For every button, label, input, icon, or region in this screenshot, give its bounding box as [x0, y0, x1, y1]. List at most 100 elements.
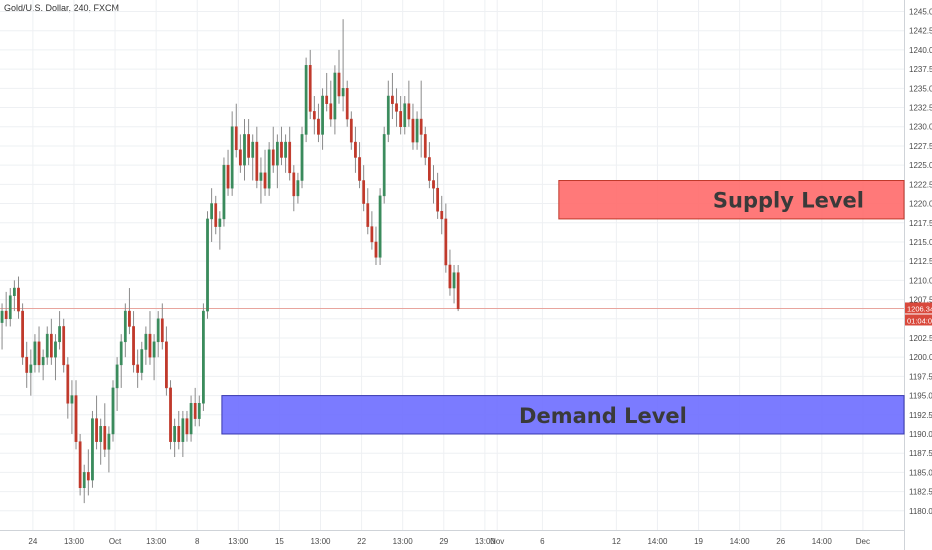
candle-body [321, 95, 324, 135]
candle-body [13, 287, 16, 296]
candle-body [21, 310, 24, 358]
y-tick-label: 1192.50 [909, 411, 932, 420]
candle-body [333, 72, 337, 120]
candle-body [444, 218, 448, 266]
candle-body [206, 218, 209, 312]
chart-title: Gold/U.S. Dollar, 240, FXCM [4, 3, 120, 13]
candle-body [403, 103, 407, 127]
candle-body [140, 349, 144, 373]
candle-body [267, 149, 271, 189]
candle-body [337, 72, 341, 97]
candle-body [423, 134, 427, 158]
y-tick-label: 1212.50 [909, 257, 932, 266]
candle-body [370, 226, 374, 243]
candle-body [374, 241, 378, 258]
x-tick-label: 12 [612, 537, 621, 546]
candle-body [37, 341, 41, 366]
candle-body [128, 310, 131, 327]
candle-body [280, 141, 283, 158]
candle-body [91, 418, 94, 481]
supply-zone [558, 180, 905, 220]
candle-body [169, 387, 172, 442]
candle-body [156, 318, 160, 343]
y-tick-label: 1185.00 [909, 468, 932, 477]
y-tick-label: 1227.50 [909, 142, 932, 151]
y-tick-label: 1235.00 [909, 84, 932, 93]
candle-body [123, 310, 127, 343]
candle-body [66, 364, 70, 404]
candle-body [144, 333, 148, 350]
x-tick-label: 13:00 [310, 537, 331, 546]
candle-body [185, 418, 189, 435]
candle-body [284, 141, 287, 158]
candle-body [4, 310, 8, 320]
candle-body [173, 426, 177, 442]
candle-body [210, 203, 213, 220]
y-tick-label: 1225.00 [909, 161, 932, 170]
candle-body [263, 172, 267, 189]
candle-body [312, 111, 316, 120]
candle-body [62, 326, 66, 366]
y-tick-label: 1240.00 [909, 46, 932, 55]
candle-body [8, 295, 12, 320]
candle-body [41, 356, 45, 366]
countdown-label: 01:04:02 [907, 316, 932, 325]
x-tick-label: 19 [694, 537, 703, 546]
candle-body [33, 341, 37, 366]
x-tick-label: 13:00 [393, 537, 414, 546]
candle-body [275, 141, 279, 166]
candle-body [255, 141, 259, 181]
candle-body [45, 333, 49, 358]
candle-body [115, 364, 119, 389]
candle-body [349, 118, 353, 143]
y-tick-label: 1202.50 [909, 334, 932, 343]
y-tick-label: 1195.00 [909, 392, 932, 401]
candle-body [436, 187, 439, 212]
candle-body [25, 356, 29, 373]
x-tick-label: 13:00 [475, 537, 496, 546]
candle-body [395, 103, 398, 112]
candle-body [251, 141, 255, 158]
candle-body [197, 403, 201, 419]
candle-body [202, 310, 205, 404]
supply-label: Supply Level [713, 189, 864, 213]
candle-body [70, 395, 74, 404]
x-tick-label: 13:00 [146, 537, 167, 546]
candle-body [411, 118, 415, 143]
candle-body [300, 134, 304, 181]
x-tick-label: Dec [856, 537, 870, 546]
x-tick-label: Nov [490, 537, 504, 546]
candle-body [152, 341, 156, 358]
candle-body [329, 103, 333, 120]
x-tick-label: 15 [275, 537, 284, 546]
y-tick-label: 1220.00 [909, 200, 932, 209]
candle-body [222, 164, 226, 220]
candle-body [452, 272, 456, 289]
candle-body [304, 65, 308, 135]
candle-body [86, 472, 90, 481]
candle-body [386, 95, 390, 135]
candle-body [325, 95, 329, 104]
candle-body [432, 180, 435, 189]
candle-body [296, 180, 300, 197]
candle-body [193, 403, 197, 419]
y-tick-label: 1190.00 [909, 430, 932, 439]
candle-body [78, 441, 82, 489]
candle-body [230, 126, 234, 189]
candle-body [214, 203, 218, 227]
candle-body [362, 180, 366, 204]
candle-body [456, 272, 460, 310]
candle-body [317, 118, 320, 135]
demand-label: Demand Level [519, 404, 687, 428]
countdown-box [905, 314, 932, 326]
candle-body [391, 95, 394, 104]
candle-body [136, 364, 140, 373]
candle-body [366, 203, 370, 227]
y-tick-label: 1232.50 [909, 104, 932, 113]
y-tick-label: 1242.50 [909, 27, 932, 36]
y-tick-label: 1222.50 [909, 180, 932, 189]
y-tick-label: 1200.00 [909, 353, 932, 362]
x-tick-label: 26 [776, 537, 785, 546]
candle-body [239, 149, 242, 166]
candle-body [119, 341, 123, 366]
